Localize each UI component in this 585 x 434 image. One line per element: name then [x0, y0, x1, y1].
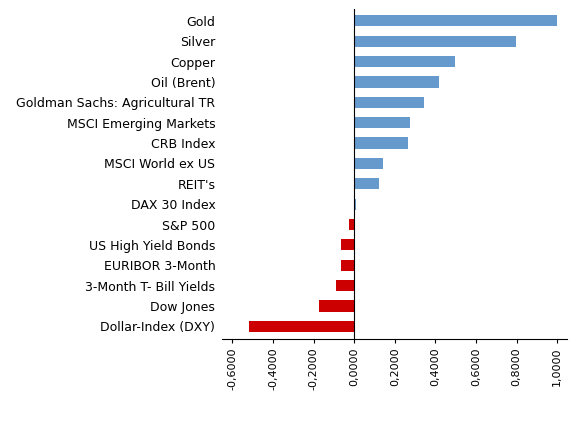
Bar: [355, 97, 424, 108]
Bar: [355, 56, 455, 67]
Bar: [355, 117, 410, 128]
Bar: [355, 36, 515, 47]
Bar: [341, 260, 355, 271]
Bar: [336, 280, 355, 291]
Bar: [355, 76, 439, 88]
Bar: [355, 15, 558, 26]
Bar: [355, 158, 383, 169]
Bar: [355, 178, 378, 189]
Bar: [355, 138, 408, 149]
Bar: [341, 239, 355, 250]
Bar: [249, 321, 355, 332]
Bar: [355, 198, 356, 210]
Bar: [319, 300, 355, 312]
Bar: [349, 219, 355, 230]
